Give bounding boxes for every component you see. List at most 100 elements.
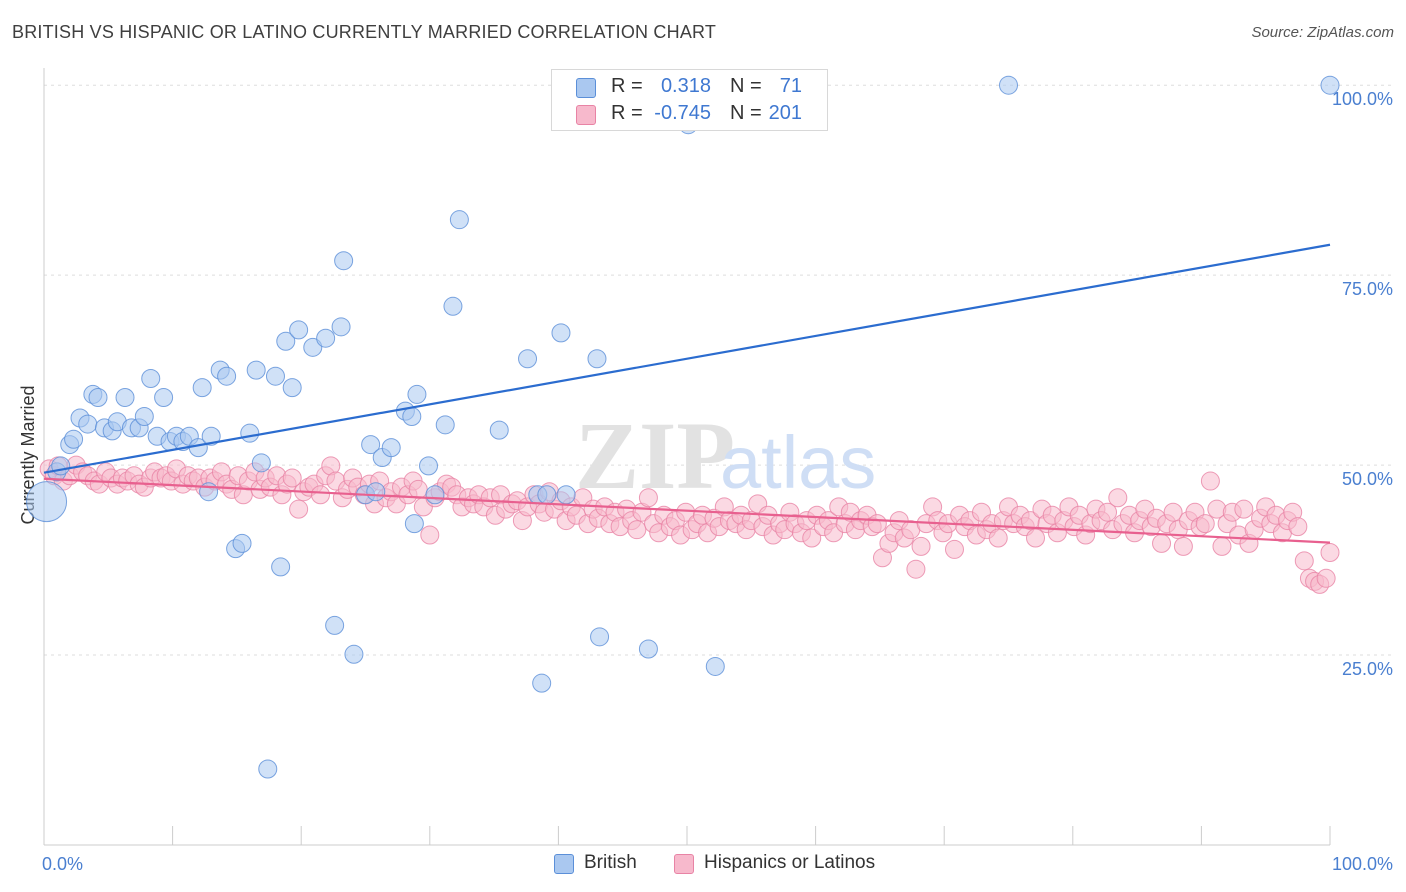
hispanic-trend-line xyxy=(43,477,1331,544)
hispanic-point xyxy=(282,468,302,488)
british-point xyxy=(407,384,427,404)
legend-swatch-british xyxy=(576,78,596,98)
british-point xyxy=(537,485,557,505)
hispanic-point xyxy=(1320,542,1340,562)
hispanic-point xyxy=(1163,502,1183,522)
british-point xyxy=(201,426,221,446)
legend-swatch-british xyxy=(554,854,574,874)
y-tick-label: 100.0% xyxy=(1332,89,1393,109)
british-point xyxy=(587,349,607,369)
hispanic-point xyxy=(944,539,964,559)
british-point xyxy=(518,349,538,369)
hispanic-point xyxy=(1195,514,1215,534)
x-tick-label: 100.0% xyxy=(1332,854,1393,874)
british-point xyxy=(78,414,98,434)
british-point xyxy=(551,323,571,343)
correlation-legend: R = 0.318 N = 71 R = -0.745 N = 201 xyxy=(551,69,828,131)
legend-swatch-hispanic xyxy=(674,854,694,874)
chart-title: BRITISH VS HISPANIC OR LATINO CURRENTLY … xyxy=(12,22,717,42)
hispanic-point xyxy=(1098,502,1118,522)
british-point xyxy=(26,481,68,523)
hispanic-point xyxy=(1108,488,1128,508)
hispanic-point xyxy=(420,525,440,545)
british-point xyxy=(251,453,271,473)
hispanic-point xyxy=(627,520,647,540)
legend-swatch-hispanic xyxy=(576,105,596,125)
british-point xyxy=(115,387,135,407)
british-point xyxy=(271,557,291,577)
legend-r-value: -0.745 xyxy=(654,102,711,124)
british-point xyxy=(154,387,174,407)
legend-n-label: N = xyxy=(730,75,762,97)
hispanic-point xyxy=(1212,536,1232,556)
y-tick-label: 75.0% xyxy=(1342,279,1393,299)
british-point xyxy=(192,378,212,398)
british-point xyxy=(217,366,237,386)
british-point xyxy=(258,759,278,779)
british-point xyxy=(303,337,323,357)
british-point xyxy=(556,485,576,505)
british-point xyxy=(361,435,381,455)
british-point xyxy=(316,328,336,348)
hispanic-point xyxy=(1316,568,1336,588)
hispanic-point xyxy=(310,485,330,505)
hispanic-point xyxy=(638,488,658,508)
british-point xyxy=(999,75,1018,95)
gridlines xyxy=(44,84,1395,656)
british-point xyxy=(638,639,658,659)
british-trend-line xyxy=(43,243,1331,474)
hispanic-point xyxy=(1152,533,1172,553)
legend-n-value: 71 xyxy=(779,75,802,97)
hispanic-point xyxy=(1288,517,1308,537)
british-point xyxy=(1320,75,1340,95)
british-point xyxy=(141,368,161,388)
british-point xyxy=(265,366,285,386)
hispanic-point xyxy=(408,479,428,499)
british-point xyxy=(435,415,455,435)
trend-lines xyxy=(43,243,1331,544)
hispanic-point xyxy=(1294,551,1314,571)
hispanic-point xyxy=(1173,536,1193,556)
hispanic-point xyxy=(911,536,931,556)
british-point xyxy=(232,533,252,553)
hispanic-point xyxy=(1026,528,1046,548)
legend-n-value: 201 xyxy=(768,102,802,124)
y-tick-label: 50.0% xyxy=(1342,469,1393,489)
legend-row-british: R = 0.318 N = 71 xyxy=(552,74,827,100)
hispanic-point xyxy=(802,528,822,548)
british-point xyxy=(705,656,725,676)
british-point xyxy=(331,317,351,337)
data-points xyxy=(26,75,1340,779)
legend-r-label: R = xyxy=(611,102,643,124)
british-point xyxy=(381,438,401,458)
tick-labels: 25.0% 50.0% 75.0% 100.0% 0.0% 100.0% xyxy=(42,89,1393,874)
british-point xyxy=(88,387,108,407)
british-point xyxy=(489,420,509,440)
hispanic-point xyxy=(867,514,887,534)
hispanic-point xyxy=(1234,499,1254,519)
legend-label-hispanic: Hispanics or Latinos xyxy=(704,852,876,873)
legend-r-value: 0.318 xyxy=(660,75,711,97)
british-point xyxy=(325,615,345,635)
british-point xyxy=(404,514,424,534)
british-point xyxy=(402,406,422,426)
hispanic-point xyxy=(289,499,309,519)
british-point xyxy=(134,406,154,426)
british-point xyxy=(199,482,219,502)
watermark-atlas: atlas xyxy=(720,421,876,504)
british-point xyxy=(590,627,610,647)
british-point xyxy=(419,456,439,476)
british-point xyxy=(51,456,71,476)
british-point xyxy=(246,360,266,380)
hispanic-point xyxy=(1200,471,1220,491)
british-point xyxy=(282,378,302,398)
british-point xyxy=(64,429,84,449)
british-point xyxy=(289,320,309,340)
legend-r-label: R = xyxy=(611,75,643,97)
x-tick-label: 0.0% xyxy=(42,854,83,874)
british-point xyxy=(425,485,445,505)
source-label: Source: ZipAtlas.com xyxy=(1251,24,1394,41)
hispanic-point xyxy=(906,559,926,579)
y-tick-label: 25.0% xyxy=(1342,659,1393,679)
